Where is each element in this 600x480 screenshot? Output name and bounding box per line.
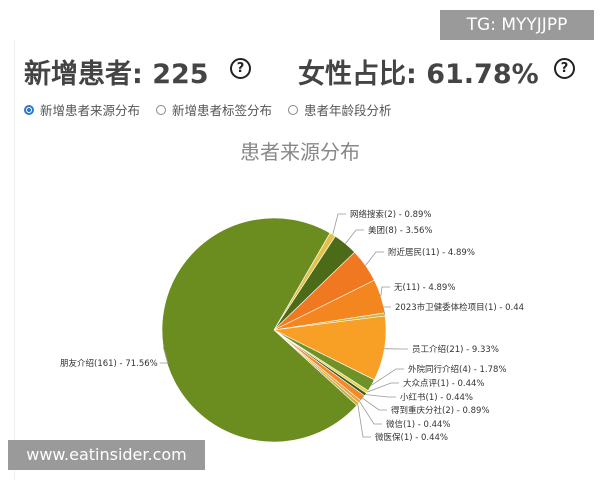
label-leader-line [367, 382, 399, 393]
radio-dot[interactable] [156, 104, 167, 115]
label-leader-line [380, 286, 390, 297]
female-ratio-stat: 女性占比: 61.78% [298, 59, 539, 90]
label-leader-line [362, 397, 387, 411]
label-leader-line [332, 213, 346, 235]
label-leader-line [365, 251, 384, 266]
slice-label: 小红书(1) - 0.44% [400, 393, 474, 403]
slice-label: 员工介绍(21) - 9.33% [412, 345, 499, 355]
slice-label: 微信(1) - 0.44% [386, 420, 451, 430]
label-leader-line [365, 394, 396, 398]
label-leader-line [160, 347, 169, 364]
chart-title: 患者来源分布 [240, 140, 360, 164]
radio-dot[interactable] [24, 104, 34, 115]
slice-label: 美团(8) - 3.56% [368, 226, 433, 236]
help-icon[interactable]: ? [230, 58, 251, 79]
radio-age-analysis[interactable]: 患者年龄段分析 [288, 100, 392, 119]
radio-label: 患者年龄段分析 [304, 103, 392, 118]
slice-label: 大众点评(1) - 0.44% [403, 379, 485, 389]
label-leader-line [357, 404, 371, 438]
slice-label: 得到重庆分社(2) - 0.89% [391, 406, 490, 416]
label-leader-line [382, 306, 391, 315]
slice-label: 朋友介绍(161) - 71.56% [60, 359, 158, 369]
label-leader-line [345, 229, 364, 244]
label-leader-line [359, 401, 382, 425]
new-patients-stat: 新增患者: 225 [24, 59, 209, 90]
radio-label: 新增患者标签分布 [172, 103, 273, 118]
slice-label: 微医保(1) - 0.44% [375, 433, 449, 443]
slice-label: 外院同行介绍(4) - 1.78% [408, 365, 507, 375]
radio-label: 新增患者来源分布 [40, 103, 141, 118]
radio-dot[interactable] [288, 104, 299, 115]
label-leader-line [371, 368, 404, 386]
slice-label: 无(11) - 4.89% [394, 283, 456, 293]
tg-watermark: TG: MYYJJPP [440, 10, 594, 40]
radio-tag-distribution[interactable]: 新增患者标签分布 [156, 100, 272, 119]
slice-label: 附近居民(11) - 4.89% [388, 248, 475, 258]
slice-label: 2023市卫健委体检项目(1) - 0.44 [395, 303, 525, 313]
help-icon[interactable]: ? [554, 58, 575, 79]
view-radio-group: 新增患者来源分布 新增患者标签分布 患者年龄段分析 [24, 100, 392, 119]
slice-label: 网络搜索(2) - 0.89% [350, 210, 432, 220]
site-watermark: www.eatinsider.com [8, 440, 205, 470]
radio-source-distribution[interactable]: 新增患者来源分布 [24, 100, 140, 119]
